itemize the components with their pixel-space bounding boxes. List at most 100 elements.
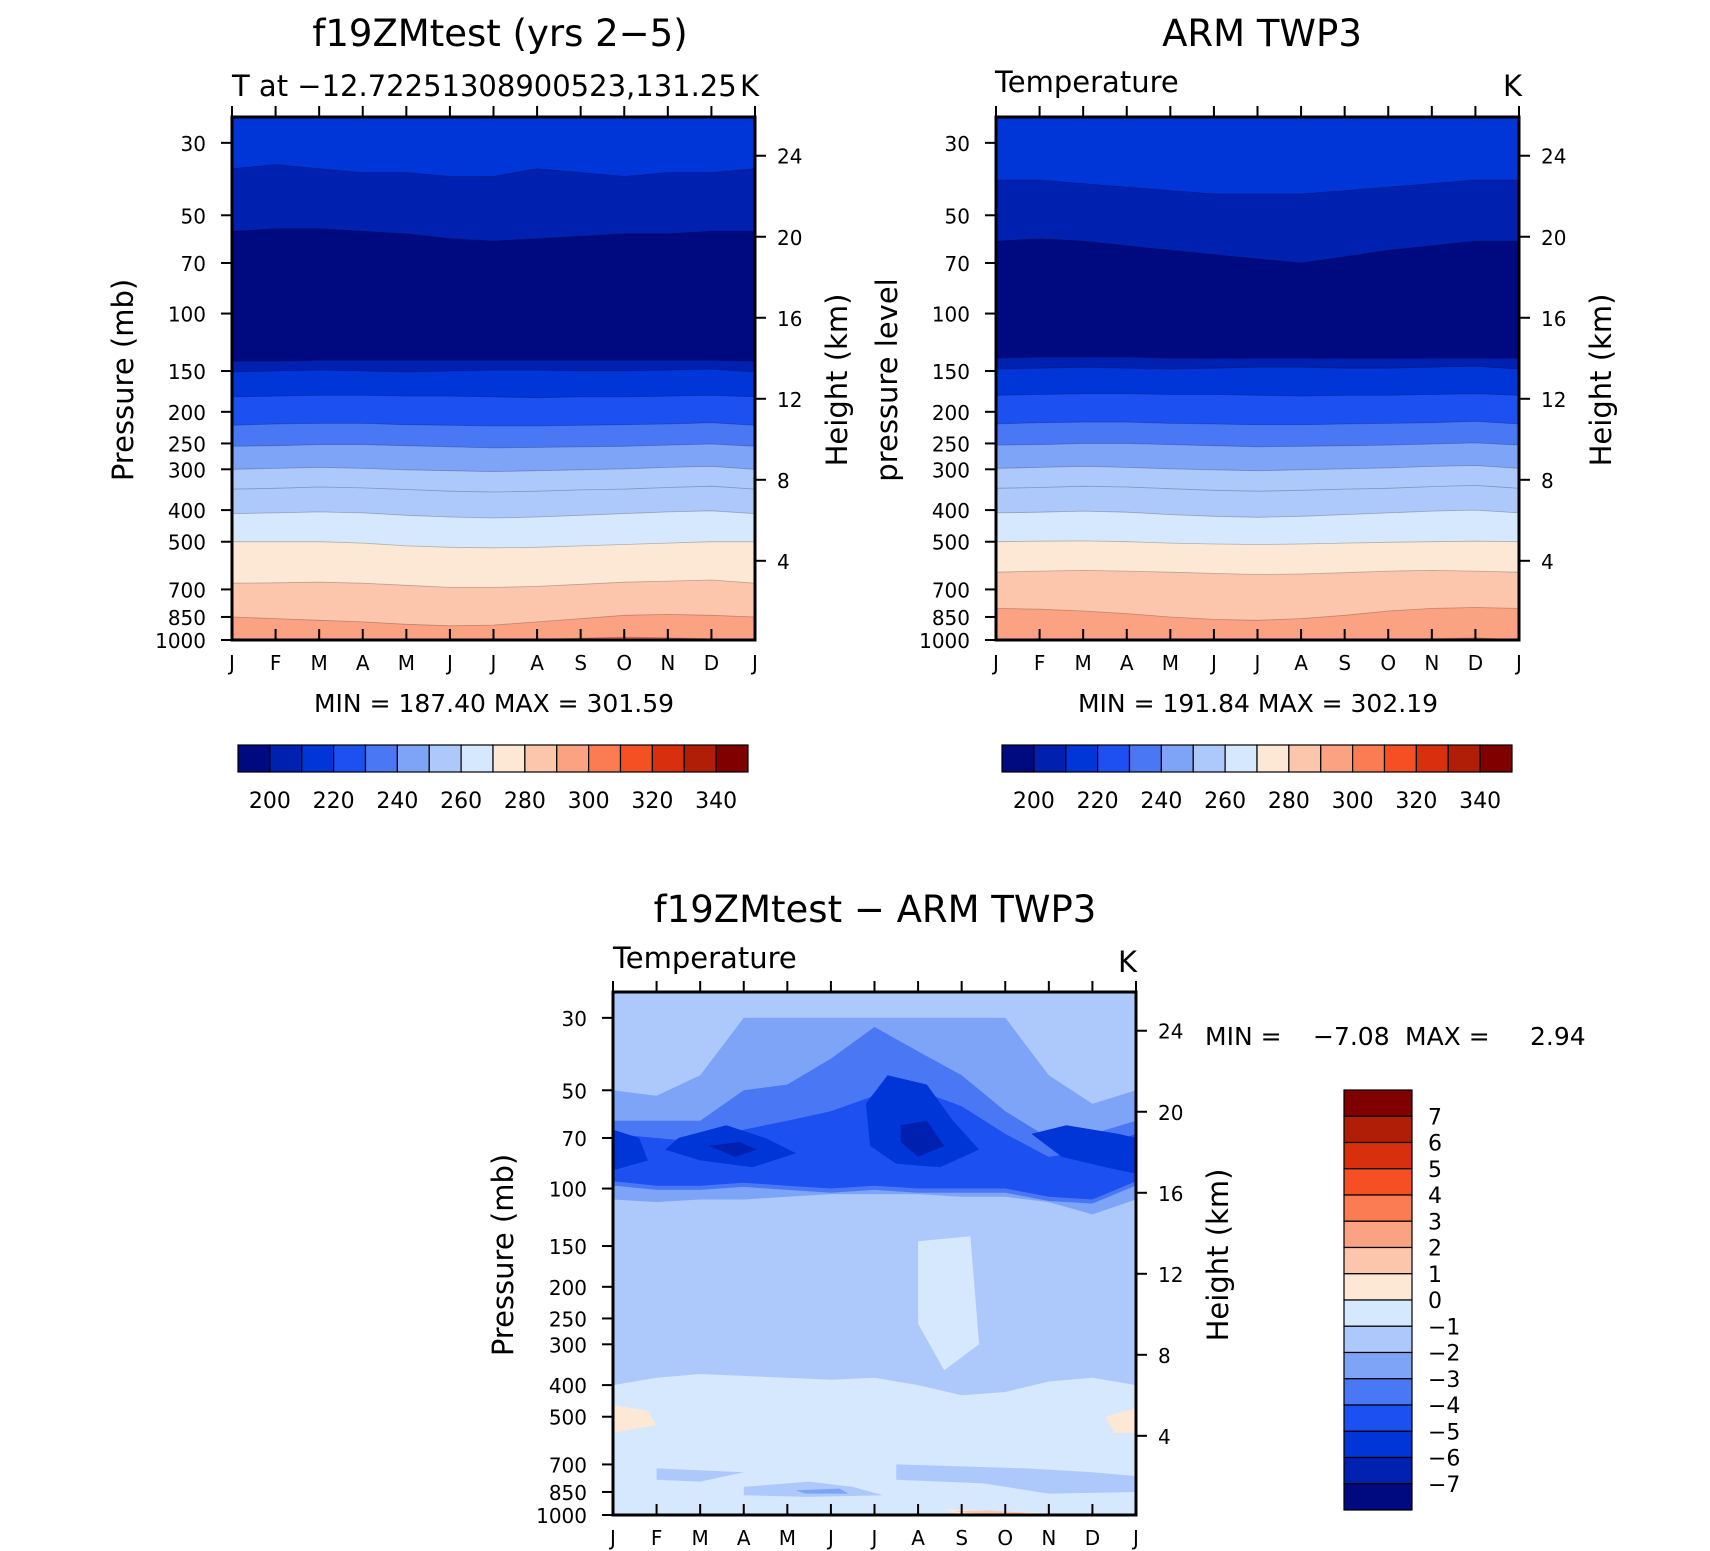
panel-obs-subtitle-left: Temperature: [994, 65, 1179, 99]
panel-obs-subtitle-right: K: [1503, 69, 1523, 103]
panel-obs-colorbar-label: 260: [1204, 789, 1246, 814]
panel-diff-xtick-label: J: [826, 1526, 834, 1550]
panel-model-ytick-right-label: 4: [777, 550, 790, 574]
panel-obs-colorbar-box: [1320, 744, 1354, 773]
panel-diff-subtitle-right: K: [1118, 945, 1138, 979]
panel-model-colorbar-label: 220: [313, 789, 355, 814]
panel-model-ylabel-right: Height (km): [820, 294, 854, 467]
panel-diff-patch-minus1-to-minus2: [656, 1468, 744, 1482]
panel-diff-colorbar-box: [1343, 1456, 1413, 1485]
panel-diff-stats-min-label: MIN =: [1205, 1022, 1282, 1051]
panel-obs-xtick-label: F: [1034, 651, 1046, 675]
panel-obs-ytick-label: 400: [932, 499, 970, 523]
panel-obs-ylabel-right: Height (km): [1584, 294, 1618, 467]
panel-model-colorbar-box: [619, 744, 653, 773]
panel-diff-xtick-label: A: [911, 1526, 925, 1550]
panel-model-xtick-label: S: [574, 651, 587, 675]
panel-model-colorbar-label: 280: [504, 789, 546, 814]
panel-obs-xtick-label: M: [1075, 651, 1092, 675]
panel-obs-xtick-label: S: [1338, 651, 1351, 675]
panel-obs-colorbar-box: [1192, 744, 1226, 773]
panel-diff-xtick-label: N: [1041, 1526, 1056, 1550]
panel-diff-xtick-label: D: [1085, 1526, 1100, 1550]
panel-model-ytick-right-label: 12: [777, 388, 802, 412]
panel-model-contour-line: [231, 579, 756, 588]
panel-obs: ARM TWP3 Temperature K J F M A M J J A S O N D J 30 50…: [870, 12, 1618, 814]
panel-diff-colorbar-label: 1: [1428, 1263, 1442, 1288]
panel-model-colorbar-label: 320: [631, 789, 673, 814]
panel-obs-ytick-label: 150: [932, 360, 970, 384]
panel-obs-colorbar-box: [1065, 744, 1099, 773]
panel-obs-xtick-label: J: [1514, 651, 1522, 675]
panel-diff-ytick-right-label: 8: [1158, 1344, 1171, 1368]
panel-obs-ytick-label: 70: [945, 252, 970, 276]
panel-diff-ytick-label: 400: [549, 1374, 587, 1398]
panel-diff-colorbar-label: −4: [1428, 1394, 1460, 1419]
panel-obs-ytick-label: 700: [932, 578, 970, 602]
panel-model-colorbar-box: [333, 744, 367, 773]
panel-diff-contour-fill: [613, 992, 1136, 1515]
panel-model-ytick-label: 150: [168, 360, 206, 384]
panel-model-ytick-right-label: 20: [777, 226, 802, 250]
panel-obs-contour-line: [995, 356, 1519, 359]
panel-model-contour-line: [231, 465, 756, 473]
panel-model-contour-line: [231, 613, 756, 627]
panel-diff-colorbar-label: −5: [1428, 1420, 1460, 1445]
panel-obs-colorbar-box: [1415, 744, 1449, 773]
panel-diff-colorbar-box: [1343, 1089, 1413, 1117]
panel-model-colorbar-box: [683, 744, 717, 773]
panel-model-contour-line: [232, 359, 756, 362]
panel-diff-ytick-label: 850: [549, 1481, 587, 1505]
panel-obs-colorbar-box: [1224, 744, 1258, 773]
panel-obs-colorbar-label: 340: [1459, 789, 1501, 814]
panel-obs-colorbar-box: [1479, 744, 1513, 773]
panel-model-ytick-right-label: 24: [777, 145, 802, 169]
panel-diff-colorbar-label: 3: [1428, 1210, 1442, 1235]
panel-model-contour-line: [232, 541, 755, 549]
panel-diff-ytick-right-label: 12: [1158, 1263, 1183, 1287]
panel-diff-colorbar-box: [1343, 1246, 1413, 1275]
panel-diff-colorbar-box: [1343, 1141, 1413, 1170]
panel-model-ytick-right-label: 8: [777, 469, 790, 493]
panel-obs-colorbar-box: [1447, 744, 1481, 773]
panel-model-contour-line: [231, 510, 756, 519]
panel-obs-contour-line: [995, 393, 1520, 397]
panel-obs-colorbar-box: [1160, 744, 1194, 773]
panel-obs-stats: MIN = 191.84 MAX = 302.19: [1078, 689, 1438, 718]
panel-model-stats: MIN = 187.40 MAX = 301.59: [314, 689, 674, 718]
panel-diff-stats-max-label: MAX =: [1405, 1022, 1490, 1051]
panel-obs-contour-line: [995, 442, 1520, 448]
panel-model-contour-line: [231, 394, 756, 399]
panel-obs-xtick-label: D: [1468, 651, 1483, 675]
panel-model-colorbar-box: [588, 744, 622, 773]
panel-obs-xtick-label: A: [1294, 651, 1308, 675]
panel-model-colorbar-box: [396, 744, 430, 773]
panel-diff-colorbar-box: [1343, 1220, 1413, 1249]
panel-diff-colorbar-box: [1343, 1351, 1413, 1380]
panel-model-contour-fill: [231, 117, 756, 641]
panel-model-contour-line: [231, 485, 756, 493]
panel-diff-ytick-label: 70: [562, 1127, 587, 1151]
panel-model-colorbar-box: [460, 744, 494, 773]
panel-obs-xtick-label: M: [1162, 651, 1179, 675]
panel-diff-xtick-label: J: [1131, 1526, 1139, 1550]
panel-obs-colorbar-label: 300: [1332, 789, 1374, 814]
panel-model-xtick-label: A: [530, 651, 544, 675]
panel-diff-ytick-right-label: 4: [1158, 1425, 1171, 1449]
panel-diff-colorbar-label: −1: [1428, 1315, 1460, 1340]
panel-model-colorbar-box: [269, 744, 303, 773]
panel-obs-ytick-label: 500: [932, 531, 970, 555]
panel-model-xtick-label: N: [660, 651, 675, 675]
panel-obs-title: ARM TWP3: [1162, 12, 1362, 55]
panel-model-colorbar-box: [524, 744, 558, 773]
panel-obs-xtick-label: J: [1209, 651, 1217, 675]
panel-diff-xtick-label: J: [870, 1526, 878, 1550]
panel-diff-ytick-label: 700: [549, 1453, 587, 1477]
panel-diff-patch-minus1-to-minus2: [743, 1481, 884, 1497]
panel-diff-ytick-label: 250: [549, 1307, 587, 1331]
panel-model-colorbar-box: [715, 744, 749, 773]
panel-diff-colorbar-label: −7: [1428, 1473, 1460, 1498]
